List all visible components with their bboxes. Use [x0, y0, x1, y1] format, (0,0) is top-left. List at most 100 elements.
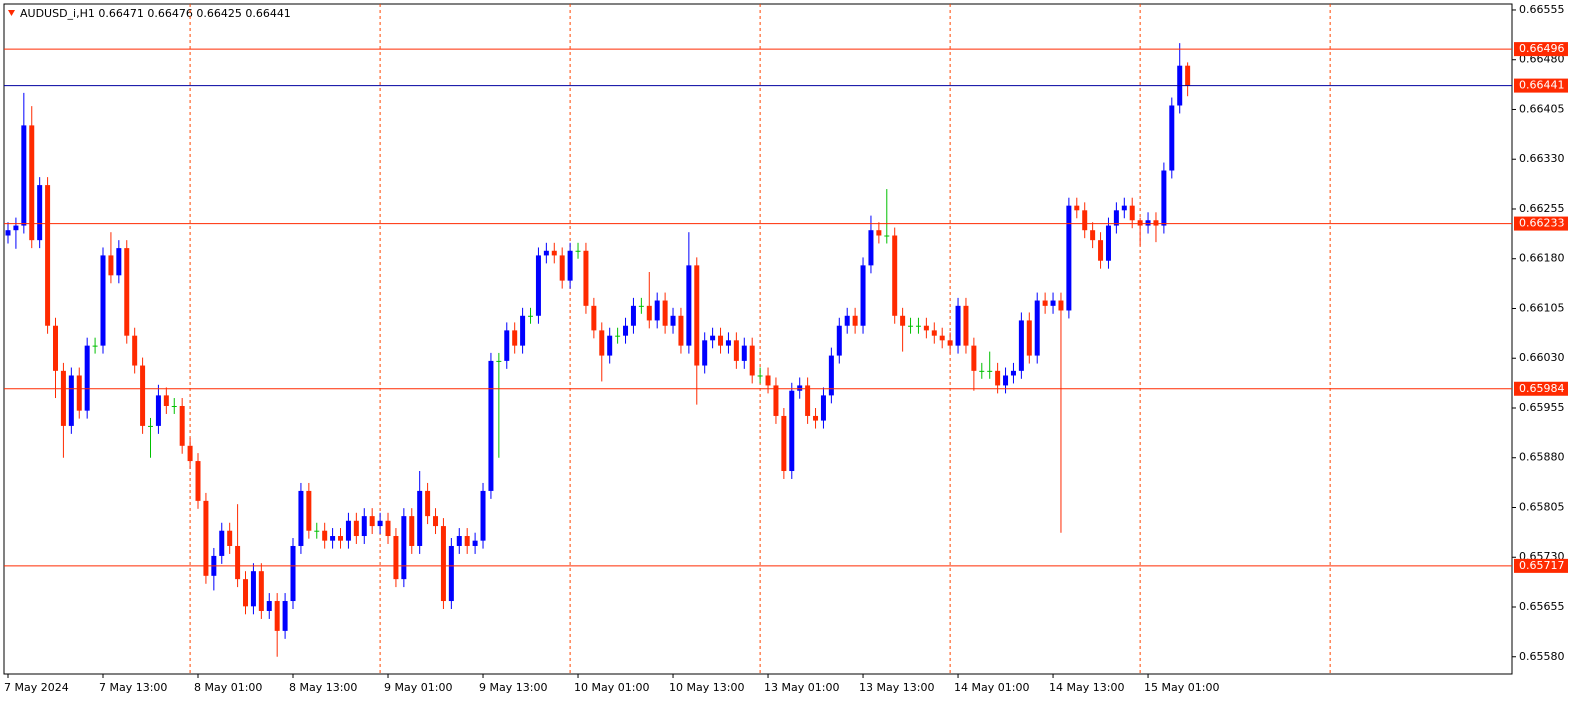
candle-body [440, 526, 446, 602]
candle-body [1066, 205, 1072, 311]
x-tick-label: 9 May 13:00 [479, 681, 547, 694]
candle-body [290, 545, 296, 602]
candle-body [496, 360, 502, 362]
candle-body [124, 248, 130, 336]
x-tick-label: 9 May 01:00 [384, 681, 452, 694]
collapse-arrow[interactable] [8, 10, 15, 16]
candle-body [385, 520, 391, 537]
price-level-box [1514, 42, 1568, 57]
candle-body [995, 370, 1001, 386]
candle-body [1050, 300, 1056, 306]
plot-frame [3, 3, 1513, 675]
price-level-label: 0.66441 [1519, 79, 1565, 92]
candle-body [1169, 105, 1175, 171]
candle-body [599, 330, 605, 356]
candle-body [1113, 210, 1119, 226]
y-tick-label: 0.66405 [1519, 102, 1565, 115]
price-level-label: 0.66233 [1519, 217, 1565, 230]
candle-body [472, 540, 478, 546]
candle-body [987, 370, 993, 372]
candle-body [480, 490, 486, 541]
candle-body [29, 125, 35, 241]
x-tick-label: 14 May 13:00 [1049, 681, 1124, 694]
candle-body [148, 425, 154, 427]
candle-body [1185, 65, 1191, 86]
x-tick-label: 13 May 01:00 [764, 681, 839, 694]
candle-body [1137, 220, 1143, 226]
candle-body [623, 325, 629, 336]
candle-body [900, 315, 906, 326]
candle-body [1010, 370, 1016, 376]
candle-body [235, 545, 241, 580]
candle-body [417, 490, 423, 546]
candle-body [1161, 170, 1167, 226]
price-level-label: 0.65717 [1519, 559, 1565, 572]
x-tick-label: 8 May 13:00 [289, 681, 357, 694]
candle-body [298, 490, 304, 546]
candle-body [369, 516, 375, 527]
candle-body [963, 305, 969, 346]
candle-body [84, 345, 90, 411]
candle-body [908, 325, 914, 327]
candle-body [504, 330, 510, 361]
candle-body [1129, 205, 1135, 221]
x-tick-label: 10 May 13:00 [669, 681, 744, 694]
candle-body [559, 255, 565, 281]
candle-body [338, 536, 344, 541]
candle-body [757, 375, 763, 377]
candle-body [76, 375, 82, 411]
y-tick-label: 0.66030 [1519, 351, 1565, 364]
candle-body [773, 385, 779, 416]
candle-body [219, 530, 225, 556]
y-tick-label: 0.66330 [1519, 152, 1565, 165]
x-tick-label: 10 May 01:00 [574, 681, 649, 694]
x-tick-label: 15 May 01:00 [1144, 681, 1219, 694]
candle-body [702, 340, 708, 366]
candle-body [836, 325, 842, 356]
candle-body [401, 516, 407, 580]
candle-body [1090, 230, 1096, 241]
candle-body [227, 530, 233, 546]
candle-body [884, 235, 890, 237]
candle-body [575, 250, 581, 252]
y-tick-label: 0.65880 [1519, 451, 1565, 464]
candle-body [535, 255, 541, 316]
candle-body [947, 340, 953, 346]
candle-body [361, 516, 367, 537]
candle-body [733, 340, 739, 361]
y-tick-label: 0.65655 [1519, 600, 1565, 613]
candle-body [243, 579, 249, 607]
candle-body [60, 370, 66, 426]
candle-body [686, 265, 692, 346]
candle-body [488, 360, 494, 491]
price-level-label: 0.66496 [1519, 42, 1565, 55]
candle-body [250, 571, 256, 607]
candle-body [353, 520, 359, 537]
candle-body [543, 250, 549, 256]
candle-body [1145, 220, 1151, 226]
candle-body [1098, 240, 1104, 261]
x-tick-label: 14 May 01:00 [954, 681, 1029, 694]
candle-body [330, 536, 336, 541]
price-level-box [1514, 558, 1568, 573]
candle-body [520, 315, 526, 346]
y-tick-label: 0.65955 [1519, 401, 1565, 414]
y-tick-label: 0.66255 [1519, 202, 1565, 215]
candle-body [678, 315, 684, 346]
candle-body [591, 305, 597, 331]
price-level-label: 0.65984 [1519, 382, 1565, 395]
candle-body [749, 345, 755, 376]
chart-title: AUDUSD_i,H1 0.66471 0.66476 0.66425 0.66… [20, 7, 291, 20]
price-level-box [1514, 78, 1568, 93]
candle-body [68, 375, 74, 426]
candle-body [662, 300, 668, 326]
candle-body [583, 250, 589, 306]
candle-body [868, 230, 874, 266]
candle-body [1003, 375, 1009, 386]
candle-body [1153, 220, 1159, 226]
candle-body [892, 235, 898, 316]
candle-body [132, 335, 138, 366]
candle-body [607, 335, 613, 356]
candle-body [425, 490, 431, 517]
